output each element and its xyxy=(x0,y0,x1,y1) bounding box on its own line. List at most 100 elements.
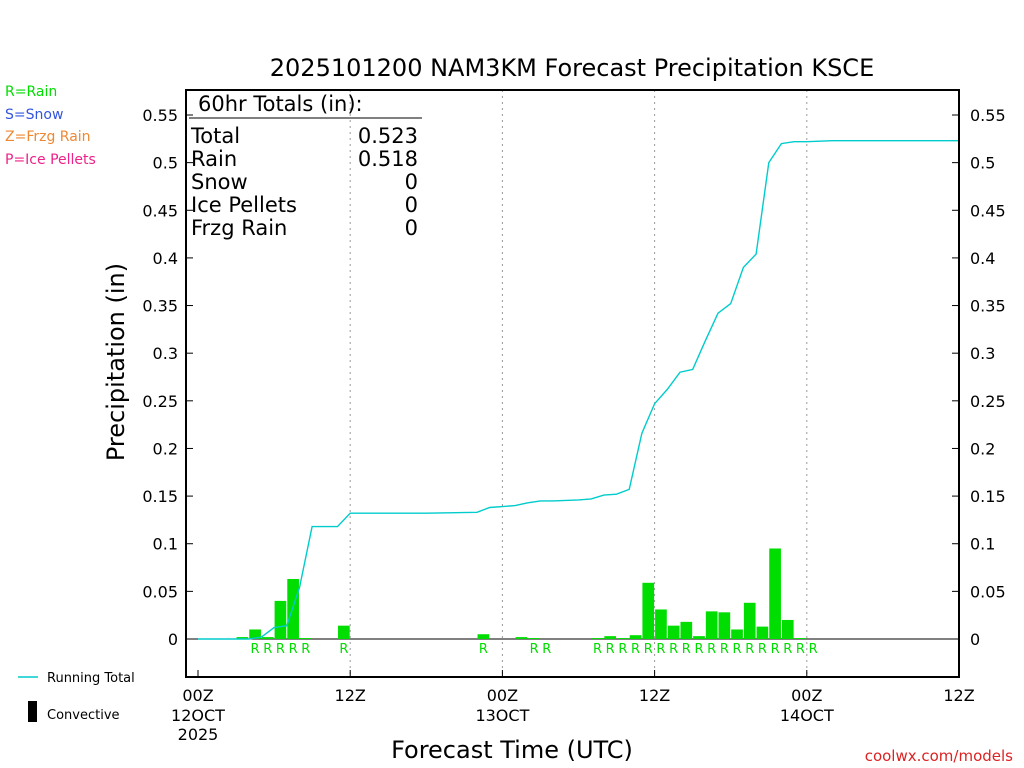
y-tick-right-label: 0.35 xyxy=(970,297,1006,316)
totals-title: 60hr Totals (in): xyxy=(198,92,363,116)
precip-bar xyxy=(756,626,769,639)
y-axis-left: 0 0.05 0.1 0.15 0.2 0.25 0.3 0.35 0.4 0.45 0.5 0.55 xyxy=(142,106,193,649)
precip-bar xyxy=(261,637,274,639)
totals-row-label: Rain xyxy=(191,147,237,171)
y-tick-right-label: 0.3 xyxy=(970,344,995,363)
precip-type-label: R xyxy=(745,642,754,657)
precip-type-label: R xyxy=(758,642,767,657)
precip-bar xyxy=(655,609,667,639)
y-tick-right-label: 0.15 xyxy=(970,487,1006,506)
precip-type-label: R xyxy=(606,642,615,657)
precip-bar xyxy=(236,637,249,639)
precip-type-label: R xyxy=(530,642,539,657)
precip-type-label: R xyxy=(733,642,742,657)
y-tick-left-label: 0.15 xyxy=(142,487,178,506)
precip-bar xyxy=(287,578,299,639)
precip-type-label: R xyxy=(707,642,716,657)
totals-row-value: 0 xyxy=(405,193,418,217)
precip-bar xyxy=(743,602,756,639)
precip-type-label: R xyxy=(682,642,691,657)
precip-type-legend: R=Rain S=Snow Z=Frzg Rain P=Ice Pellets xyxy=(5,84,96,168)
precip-type-label: R xyxy=(301,642,310,657)
precip-type-label: R xyxy=(783,642,792,657)
precip-bar xyxy=(338,625,350,639)
x-tick-time: 00Z xyxy=(791,686,822,705)
precip-bar xyxy=(667,625,680,639)
x-tick-date: 13OCT xyxy=(475,706,529,725)
running-total-line xyxy=(198,140,959,640)
totals-row-label: Total xyxy=(190,124,240,148)
precip-type-label: R xyxy=(479,642,488,657)
precip-type-label: R xyxy=(339,642,348,657)
totals-row-label: Ice Pellets xyxy=(191,193,297,217)
y-tick-right-label: 0 xyxy=(970,630,980,649)
y-tick-left-label: 0.45 xyxy=(142,201,178,220)
totals-row-value: 0 xyxy=(405,170,418,194)
precip-type-label: R xyxy=(542,642,551,657)
precip-bar xyxy=(680,621,693,639)
precip-bar xyxy=(794,638,807,639)
y-tick-left-label: 0.35 xyxy=(142,297,178,316)
y-tick-left-label: 0.05 xyxy=(142,582,178,601)
y-tick-left-label: 0.4 xyxy=(153,249,178,268)
x-axis-label: Forecast Time (UTC) xyxy=(391,736,633,764)
convective-swatch xyxy=(28,701,37,722)
credit-link[interactable]: coolwx.com/models xyxy=(865,747,1013,765)
totals-row-label: Snow xyxy=(191,170,248,194)
precip-type-label: R xyxy=(289,642,298,657)
precip-bar xyxy=(591,638,604,639)
precip-type-label: R xyxy=(618,642,627,657)
chart-title: 2025101200 NAM3KM Forecast Precipitation… xyxy=(270,54,874,82)
y-tick-right-label: 0.25 xyxy=(970,392,1006,411)
x-tick-time: 12Z xyxy=(335,686,366,705)
totals-row-value: 0 xyxy=(405,216,418,240)
y-tick-right-label: 0.5 xyxy=(970,154,995,173)
x-tick-year: 2025 xyxy=(178,725,219,744)
y-tick-left-label: 0.1 xyxy=(153,535,178,554)
y-tick-right-label: 0.4 xyxy=(970,249,995,268)
y-tick-left-label: 0.55 xyxy=(142,106,178,125)
precip-type-label: R xyxy=(631,642,640,657)
y-tick-left-label: 0 xyxy=(168,630,178,649)
y-axis-right: 0 0.05 0.1 0.15 0.2 0.25 0.3 0.35 0.4 0.45 0.5 0.55 xyxy=(952,106,1006,649)
y-tick-right-label: 0.45 xyxy=(970,201,1006,220)
convective-legend: Convective xyxy=(47,708,120,723)
precip-bar xyxy=(718,612,731,639)
gridlines xyxy=(349,90,808,677)
precip-bar xyxy=(604,636,617,639)
x-tick-date: 12OCT xyxy=(171,706,225,725)
precip-bar xyxy=(731,629,743,639)
precip-bar xyxy=(617,638,629,639)
precip-type-label: R xyxy=(720,642,729,657)
precip-bar xyxy=(629,635,642,639)
legend-rain: R=Rain xyxy=(5,84,57,100)
legend-snow: S=Snow xyxy=(5,107,63,123)
hourly-bars xyxy=(236,548,807,639)
legend-frzg-rain: Z=Frzg Rain xyxy=(5,129,91,145)
x-tick-time: 12Z xyxy=(943,686,974,705)
precip-type-label: R xyxy=(771,642,780,657)
totals-row-value: 0.523 xyxy=(358,124,418,148)
precip-bar xyxy=(642,582,655,639)
precip-bar xyxy=(477,634,490,639)
precip-bar xyxy=(274,600,287,639)
precip-type-label: R xyxy=(593,642,602,657)
precip-bar xyxy=(515,637,528,639)
precip-type-label: R xyxy=(796,642,805,657)
x-tick-time: 12Z xyxy=(639,686,670,705)
precip-bar xyxy=(299,638,312,639)
precip-bar xyxy=(528,638,540,639)
running-total-legend: Running Total xyxy=(47,671,135,686)
precip-type-label: R xyxy=(251,642,260,657)
precip-type-label: R xyxy=(276,642,285,657)
y-tick-right-label: 0.55 xyxy=(970,106,1006,125)
y-axis-label: Precipitation (in) xyxy=(102,263,130,461)
precip-type-label: R xyxy=(694,642,703,657)
precip-type-label: R xyxy=(669,642,678,657)
precip-bar xyxy=(705,611,718,639)
bottom-legend: Running Total Convective xyxy=(18,671,135,723)
precip-bar xyxy=(769,548,781,639)
